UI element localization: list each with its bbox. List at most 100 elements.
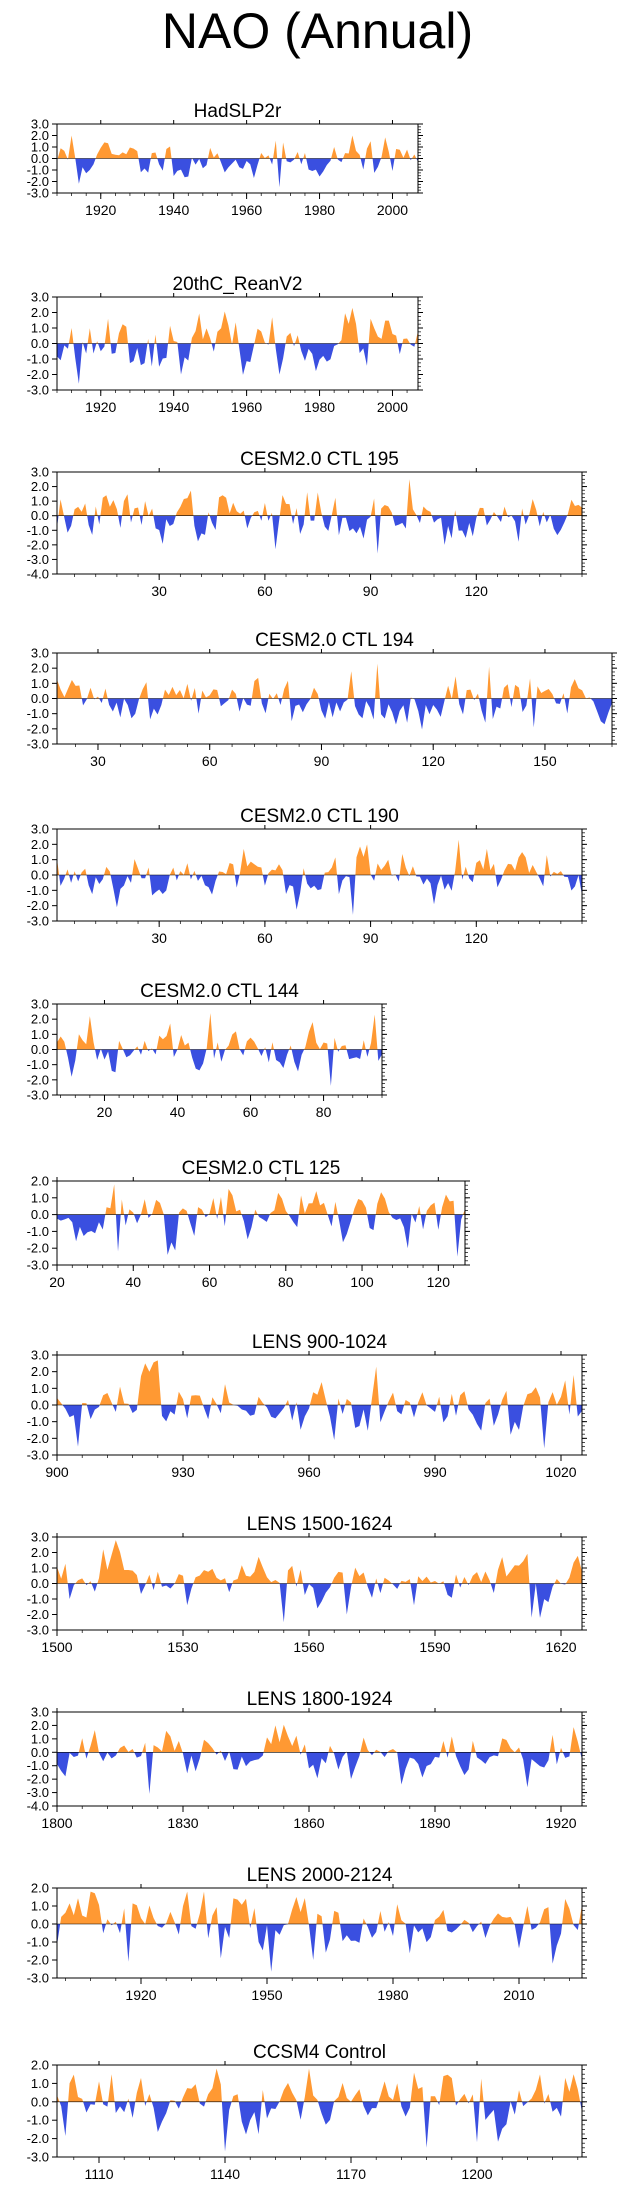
positive-area xyxy=(57,663,612,699)
x-tick-label: 1200 xyxy=(461,2166,492,2182)
y-tick-label: -1.0 xyxy=(27,2113,49,2128)
y-tick-label: -1.0 xyxy=(27,352,49,367)
y-tick-label: 2.0 xyxy=(31,1718,49,1733)
x-tick-label: 80 xyxy=(316,1104,332,1120)
positive-area xyxy=(57,839,582,875)
y-tick-label: 2.0 xyxy=(31,1364,49,1379)
nao-panel-3: CESM2.0 CTL 195 3.02.01.00.0-1.0-2.0-3.0-… xyxy=(27,449,587,599)
positive-area xyxy=(57,1724,582,1753)
y-tick-label: 0.0 xyxy=(31,151,49,166)
panel-title: LENS 1500-1624 xyxy=(247,1514,393,1535)
x-tick-label: 100 xyxy=(350,1274,374,1290)
y-tick-label: 3.0 xyxy=(31,646,49,661)
y-tick-label: 2.0 xyxy=(31,2058,49,2073)
nao-panel-6: CESM2.0 CTL 144 3.02.01.00.0-1.0-2.0-3.0 2… xyxy=(27,981,387,1120)
y-tick-label: 1.0 xyxy=(31,1190,49,1205)
panel-title: LENS 2000-2124 xyxy=(247,1865,393,1886)
x-tick-label: 90 xyxy=(363,583,379,599)
y-tick-label: -3.0 xyxy=(27,2150,49,2165)
y-tick-label: 0.0 xyxy=(31,508,49,523)
y-tick-label: -1.0 xyxy=(27,1057,49,1072)
x-tick-label: 990 xyxy=(423,1464,447,1480)
positive-area xyxy=(57,1013,382,1050)
x-tick-label: 20 xyxy=(97,1104,113,1120)
negative-area xyxy=(57,1214,465,1257)
y-tick-label: 2.0 xyxy=(31,305,49,320)
y-tick-label: 0.0 xyxy=(31,1042,49,1057)
y-tick-label: -2.0 xyxy=(27,1072,49,1087)
x-tick-label: 1500 xyxy=(41,1639,72,1655)
x-tick-label: 1140 xyxy=(210,2166,240,2182)
panel-title: CESM2.0 CTL 144 xyxy=(140,981,299,1002)
y-tick-label: 2.0 xyxy=(31,1545,49,1560)
positive-area xyxy=(57,1891,582,1924)
x-tick-label: 1170 xyxy=(336,2166,366,2182)
x-tick-label: 1980 xyxy=(304,399,335,415)
y-tick-label: 1.0 xyxy=(31,1381,49,1396)
y-tick-label: 2.0 xyxy=(31,1174,49,1189)
y-tick-label: 1.0 xyxy=(31,1731,49,1746)
x-tick-label: 1800 xyxy=(41,1815,72,1831)
y-tick-label: 0.0 xyxy=(31,1398,49,1413)
y-tick-label: -2.0 xyxy=(27,1607,49,1622)
x-tick-label: 120 xyxy=(465,583,489,599)
plot-frame xyxy=(56,1887,583,1979)
x-tick-label: 1590 xyxy=(419,1639,450,1655)
y-tick-label: -1.0 xyxy=(27,1224,49,1239)
y-tick-label: 0.0 xyxy=(31,868,49,883)
x-tick-label: 30 xyxy=(151,583,167,599)
y-tick-label: 1.0 xyxy=(31,676,49,691)
negative-area xyxy=(57,1752,582,1794)
y-tick-label: 1.0 xyxy=(31,1899,49,1914)
x-tick-label: 1940 xyxy=(158,202,189,218)
y-tick-label: 3.0 xyxy=(31,117,49,132)
positive-area xyxy=(57,2068,582,2102)
x-tick-label: 2000 xyxy=(377,399,408,415)
x-tick-label: 1920 xyxy=(125,1987,156,2003)
y-tick-label: -3.0 xyxy=(27,186,49,201)
x-tick-label: 150 xyxy=(533,753,557,769)
y-tick-label: -2.0 xyxy=(27,1431,49,1446)
x-tick-label: 60 xyxy=(202,753,218,769)
y-tick-label: -2.0 xyxy=(27,367,49,382)
negative-area xyxy=(57,2101,582,2152)
nao-panel-5: CESM2.0 CTL 190 3.02.01.00.0-1.0-2.0-3.0 3… xyxy=(27,806,587,946)
x-tick-label: 1920 xyxy=(85,399,116,415)
nao-panel-10: LENS 1800-1924 3.02.01.00.0-1.0-2.0-3.0-4… xyxy=(27,1689,587,1831)
positive-area xyxy=(57,135,418,159)
y-tick-label: 2.0 xyxy=(31,1881,49,1896)
y-tick-label: -2.0 xyxy=(27,2131,49,2146)
y-tick-label: -1.0 xyxy=(27,883,49,898)
y-tick-label: -3.0 xyxy=(27,1971,49,1986)
positive-area xyxy=(57,1540,582,1584)
y-tick-label: -2.0 xyxy=(27,1241,49,1256)
y-tick-label: 2.0 xyxy=(31,128,49,143)
positive-area xyxy=(57,307,418,344)
panel-title: HadSLP2r xyxy=(194,101,282,122)
nao-panel-8: LENS 900-1024 3.02.0 1.0 0.0-1.0 -2.0 -3.0900… xyxy=(27,1332,587,1480)
y-tick-label: 1.0 xyxy=(31,1027,49,1042)
nao-panel-4: CESM2.0 CTL 194 3.02.01.00.0-1.0-2.0-3.0 3… xyxy=(27,630,617,769)
y-tick-label: 1.0 xyxy=(31,494,49,509)
y-tick-label: -3.0 xyxy=(27,383,49,398)
x-tick-label: 60 xyxy=(257,583,273,599)
y-tick-label: 3.0 xyxy=(31,1530,49,1545)
y-tick-label: -3.0 xyxy=(27,737,49,752)
panel-title: LENS 900-1024 xyxy=(252,1332,388,1353)
page-title: NAO (Annual) xyxy=(161,3,474,59)
y-tick-label: -2.0 xyxy=(27,898,49,913)
panel-title: CESM2.0 CTL 190 xyxy=(240,806,399,827)
panel-title: CESM2.0 CTL 195 xyxy=(240,449,399,470)
y-tick-label: 0.0 xyxy=(31,1576,49,1591)
positive-area xyxy=(57,1360,582,1405)
y-tick-label: 3.0 xyxy=(31,1705,49,1720)
y-tick-label: 0.0 xyxy=(31,1917,49,1932)
x-tick-label: 80 xyxy=(278,1274,294,1290)
y-tick-label: 2.0 xyxy=(31,837,49,852)
nao-panel-7: CESM2.0 CTL 125 2.01.0 0.0 -1.0 -2.0 -3.020 40… xyxy=(27,1158,470,1290)
panel-title: CESM2.0 CTL 125 xyxy=(182,1158,341,1179)
negative-area xyxy=(57,515,582,554)
x-tick-label: 1960 xyxy=(231,202,262,218)
x-tick-label: 30 xyxy=(151,930,167,946)
panel-title: CCSM4 Control xyxy=(253,2042,386,2063)
